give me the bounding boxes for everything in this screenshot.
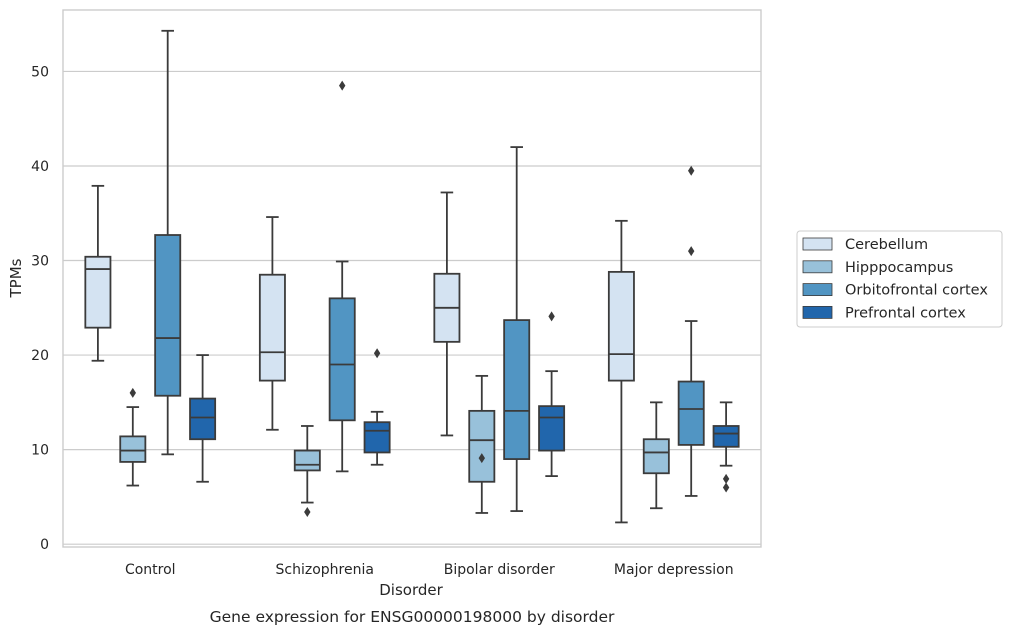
box-orbitofrontal-cortex-major-depression [677,165,705,497]
outlier-marker [129,387,136,398]
box-orbitofrontal-cortex-control [154,29,182,456]
x-tick-label: Schizophrenia [276,562,374,578]
outlier-marker [478,453,485,464]
x-axis-ticks: Control Schizophrenia Bipolar disorder Majo… [125,562,734,578]
box-iqr [189,397,217,441]
legend-swatch [802,283,833,297]
outlier-marker [373,348,381,359]
box-layer [84,29,740,524]
box-iqr [119,435,147,463]
box-iqr [503,319,531,460]
y-axis-label: TPMs [7,258,25,298]
x-tick-label: Bipolar disorder [444,562,555,578]
x-tick-label: Control [125,562,176,578]
legend-label: Hipppocampus [845,260,953,276]
y-axis-ticks: 0 10 20 30 40 50 [31,64,49,553]
box-hipppocampus-schizophrenia [293,425,321,518]
box-iqr [712,425,740,448]
box-iqr [363,421,391,454]
box-iqr [293,449,321,472]
box-iqr [328,297,356,422]
legend-label: Prefrontal cortex [845,305,966,321]
outlier-marker [688,246,695,257]
box-iqr [154,234,182,397]
legend: Cerebellum Hipppocampus Orbitofrontal cort… [796,230,1003,328]
y-tick-label: 10 [31,443,49,459]
box-iqr [677,380,705,446]
legend-label: Cerebellum [845,237,928,253]
box-prefrontal-cortex-bipolar-disorder [538,311,566,477]
x-tick-label: Major depression [614,562,734,578]
y-tick-label: 0 [40,537,49,553]
outlier-marker [548,311,555,322]
box-hipppocampus-major-depression [642,401,670,510]
box-orbitofrontal-cortex-bipolar-disorder [503,146,531,512]
box-prefrontal-cortex-control [189,354,217,483]
box-orbitofrontal-cortex-schizophrenia [328,80,356,473]
plot-frame [62,9,762,548]
box-iqr [538,405,566,452]
legend-swatch [802,260,833,274]
outlier-marker [339,80,346,91]
y-tick-label: 20 [31,348,49,364]
chart-caption: Gene expression for ENSG00000198000 by d… [210,608,615,626]
box-iqr [642,438,670,475]
outlier-marker [688,165,695,176]
outlier-marker [722,482,730,493]
box-cerebellum-bipolar-disorder [433,191,461,437]
box-cerebellum-major-depression [607,219,635,524]
y-tick-label: 40 [31,159,49,175]
x-axis-label: Disorder [379,581,443,599]
outlier-marker [304,507,311,518]
y-tick-label: 30 [31,254,49,270]
outlier-marker [722,473,730,484]
box-iqr [258,273,286,382]
box-iqr [468,409,496,483]
legend-swatch [802,305,833,319]
legend-swatch [802,237,833,251]
box-prefrontal-cortex-major-depression [712,401,740,493]
y-tick-label: 50 [31,64,49,80]
box-cerebellum-schizophrenia [258,216,286,431]
legend-label: Orbitofrontal cortex [845,283,988,299]
box-hipppocampus-bipolar-disorder [468,374,496,514]
box-cerebellum-control [84,184,112,362]
legend-frame [796,230,1003,328]
box-hipppocampus-control [119,387,147,487]
box-iqr [607,270,635,382]
box-prefrontal-cortex-schizophrenia [363,348,391,466]
box-iqr [84,255,112,329]
